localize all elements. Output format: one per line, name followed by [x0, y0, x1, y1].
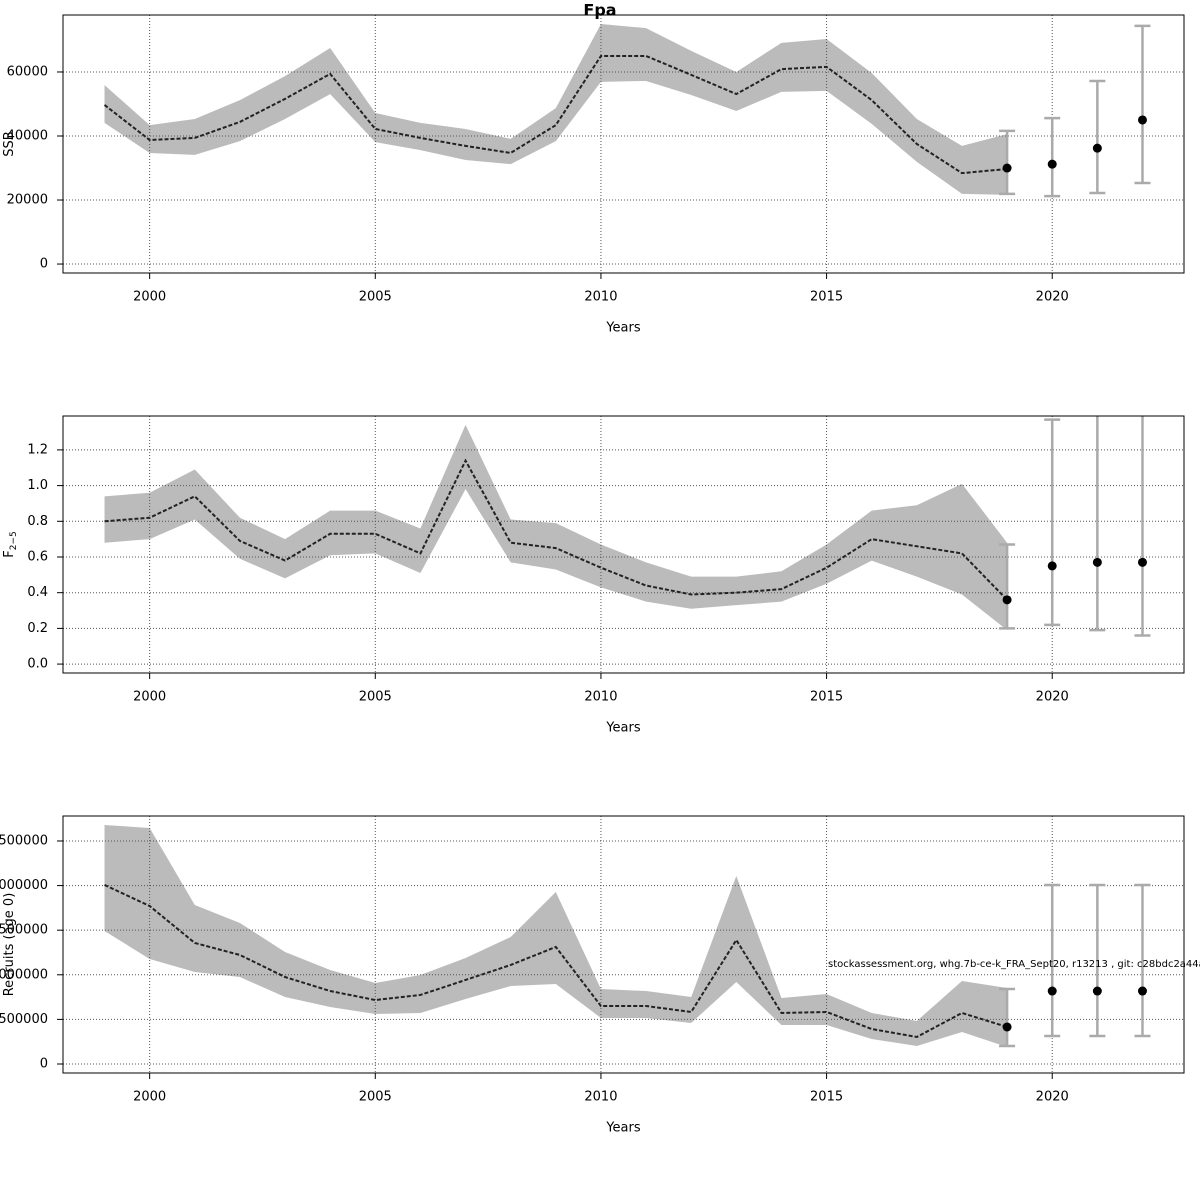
- forecast-point: [1092, 143, 1102, 153]
- y-tick-label: 0: [40, 1056, 48, 1071]
- y-tick-label: 0.2: [27, 621, 48, 636]
- forecast-point: [1002, 595, 1012, 605]
- y-tick-label: 40000: [7, 128, 48, 143]
- estimate-line: [104, 884, 1008, 1039]
- x-tick-label: 2015: [810, 290, 843, 305]
- x-tick-label: 2015: [810, 690, 843, 705]
- forecast-point: [1137, 557, 1147, 567]
- y-axis-label: F2−5: [2, 531, 19, 557]
- x-tick-label: 2000: [133, 1090, 166, 1105]
- forecast-point: [1092, 986, 1102, 996]
- y-tick-label: 2500000: [0, 833, 48, 848]
- y-tick-label: 60000: [7, 64, 48, 79]
- y-tick-label: 1500000: [0, 923, 48, 938]
- estimate-line: [104, 458, 1008, 601]
- y-tick-label: 0.6: [27, 549, 48, 564]
- x-tick-label: 2005: [359, 290, 392, 305]
- confidence-band: [104, 23, 1008, 195]
- y-tick-label: 0: [40, 257, 48, 272]
- y-tick-label: 2000000: [0, 878, 48, 893]
- forecast-point: [1047, 561, 1057, 571]
- plot-area: [63, 416, 1184, 673]
- x-axis-label: Years: [605, 1121, 641, 1136]
- plot-area: [63, 816, 1184, 1073]
- x-axis-label: Years: [605, 321, 641, 336]
- forecast-point: [1047, 986, 1057, 996]
- plot-frame: [62, 14, 1185, 274]
- x-tick-label: 2000: [133, 290, 166, 305]
- y-axis-label-main: SSB: [2, 131, 17, 156]
- x-tick-label: 2010: [584, 1090, 617, 1105]
- x-tick-label: 2010: [584, 690, 617, 705]
- y-axis-label: SSB: [2, 131, 17, 156]
- y-tick-label: 1000000: [0, 967, 48, 982]
- plot-frame: [62, 815, 1185, 1074]
- x-tick-label: 2020: [1036, 290, 1069, 305]
- x-tick-label: 2000: [133, 690, 166, 705]
- chart-title: Fpa: [583, 1, 616, 20]
- forecast-point: [1047, 159, 1057, 169]
- confidence-band: [104, 424, 1008, 631]
- plot-area: [63, 15, 1184, 273]
- y-axis-label-main: F: [2, 550, 17, 557]
- forecast-point: [1137, 986, 1147, 996]
- y-axis-label-sub: 2−5: [9, 531, 19, 550]
- forecast-point: [1137, 115, 1147, 125]
- confidence-band: [104, 825, 1008, 1047]
- y-tick-label: 1.2: [27, 442, 48, 457]
- x-tick-label: 2005: [359, 1090, 392, 1105]
- y-tick-label: 20000: [7, 193, 48, 208]
- estimate-line: [103, 54, 1008, 175]
- y-tick-label: 500000: [0, 1012, 48, 1027]
- x-tick-label: 2020: [1036, 1090, 1069, 1105]
- forecast-point: [1092, 557, 1102, 567]
- x-axis-label: Years: [605, 721, 641, 736]
- plot-frame: [62, 415, 1185, 674]
- y-axis-label-main: Recruits (age 0): [2, 893, 17, 997]
- x-tick-label: 2015: [810, 1090, 843, 1105]
- y-tick-label: 0.0: [27, 657, 48, 672]
- forecast-point: [1002, 1022, 1012, 1032]
- annotation: stockassessment.org, whg.7b-ce-k_FRA_Sep…: [828, 959, 1200, 970]
- forecast-point: [1002, 163, 1012, 173]
- x-tick-label: 2005: [359, 690, 392, 705]
- y-tick-label: 0.4: [27, 585, 48, 600]
- x-tick-label: 2020: [1036, 690, 1069, 705]
- x-tick-label: 2010: [584, 290, 617, 305]
- y-tick-label: 0.8: [27, 514, 48, 529]
- y-axis-label: Recruits (age 0): [2, 893, 17, 997]
- y-tick-label: 1.0: [27, 478, 48, 493]
